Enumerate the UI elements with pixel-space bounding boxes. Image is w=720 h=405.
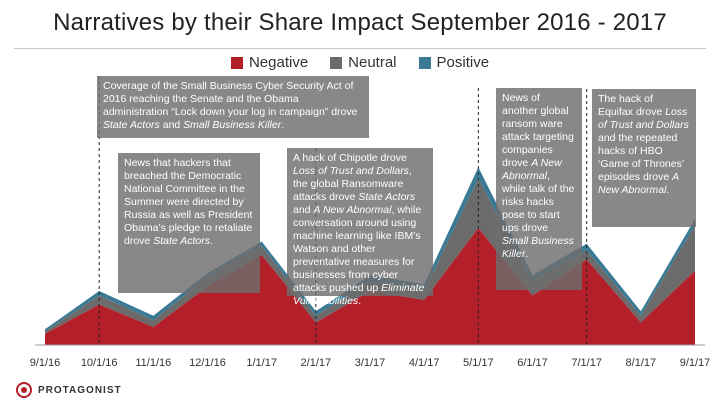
x-tick-label: 9/1/16 [30, 357, 61, 369]
annotation-text: and [293, 204, 314, 216]
legend: Negative Neutral Positive [0, 54, 720, 71]
annotation-box: The hack of Equifax drove Loss of Trust … [592, 89, 696, 227]
annotation-emphasis: State Actors [103, 119, 160, 131]
x-tick-label: 1/1/17 [246, 357, 277, 369]
x-tick-label: 8/1/17 [626, 357, 657, 369]
annotation-text: . [358, 295, 362, 307]
annotation-text: , the global Ransomware attacks drove [293, 165, 412, 203]
annotation-emphasis: Small Business Killer [502, 235, 574, 260]
legend-label-neutral: Neutral [348, 54, 397, 71]
annotation-emphasis: Eliminate Vulnerabilities [293, 282, 425, 307]
legend-item-positive: Positive [418, 54, 490, 71]
legend-label-positive: Positive [436, 54, 490, 71]
brand-name: PROTAGONIST [38, 384, 122, 396]
annotation-text: News that hackers that breached the Demo… [124, 157, 253, 247]
legend-swatch-negative [230, 56, 243, 69]
x-tick-label: 6/1/17 [517, 357, 548, 369]
legend-item-negative: Negative [230, 54, 309, 71]
x-tick-label: 4/1/17 [409, 357, 440, 369]
x-tick-label: 7/1/17 [571, 357, 602, 369]
legend-label-negative: Negative [248, 54, 309, 71]
annotation-emphasis: A New Abnormal [313, 204, 392, 216]
legend-item-neutral: Neutral [330, 54, 397, 71]
title-divider [14, 48, 706, 49]
annotation-text: and the repeated hacks of HBO ‘Game of T… [598, 132, 684, 183]
area-series-neutral [45, 178, 695, 334]
annotation-text: , while conversation around using machin… [293, 204, 422, 294]
annotation-emphasis: A New Abnormal [502, 157, 562, 182]
annotation-text: . [281, 119, 285, 131]
annotation-emphasis: A New Abnormal [598, 171, 679, 196]
annotation-box: A hack of Chipotle drove Loss of Trust a… [287, 148, 433, 307]
annotation-text: . [525, 248, 529, 260]
x-tick-label: 2/1/17 [301, 357, 332, 369]
annotation-text: . [210, 235, 213, 247]
annotation-box: News of another global ransom ware attac… [496, 88, 582, 290]
x-tick-label: 3/1/17 [355, 357, 386, 369]
legend-swatch-positive [418, 56, 431, 69]
legend-swatch-neutral [330, 56, 343, 69]
annotation-text: . [666, 184, 670, 196]
annotation-text: and [159, 119, 184, 131]
annotation-emphasis: Loss of Trust and Dollars [598, 106, 689, 131]
annotation-text: News of another global ransom ware attac… [502, 92, 574, 169]
annotation-box: Coverage of the Small Business Cyber Sec… [97, 76, 369, 138]
annotation-emphasis: State Actors [358, 191, 416, 203]
annotation-box: News that hackers that breached the Demo… [118, 153, 260, 293]
chart-title: Narratives by their Share Impact Septemb… [53, 9, 667, 36]
annotation-emphasis: Small Business Killer [183, 119, 282, 131]
footer-brand: PROTAGONIST [16, 382, 122, 398]
x-tick-label: 10/1/16 [81, 357, 118, 369]
x-tick-label: 11/1/16 [135, 357, 171, 369]
area-series-negative [45, 228, 695, 345]
x-tick-label: 5/1/17 [463, 357, 494, 369]
x-tick-label: 9/1/17 [680, 357, 711, 369]
protagonist-logo-icon [16, 382, 32, 398]
annotation-text: , while talk of the risks hacks pose to … [502, 170, 575, 234]
annotation-text: A hack of Chipotle drove [293, 152, 407, 164]
annotation-emphasis: Loss of Trust and Dollars [293, 165, 409, 177]
annotation-emphasis: State Actors [153, 235, 210, 247]
x-tick-label: 12/1/16 [189, 357, 226, 369]
annotation-text: The hack of Equifax drove [598, 93, 666, 118]
annotation-text: Coverage of the Small Business Cyber Sec… [103, 80, 358, 118]
